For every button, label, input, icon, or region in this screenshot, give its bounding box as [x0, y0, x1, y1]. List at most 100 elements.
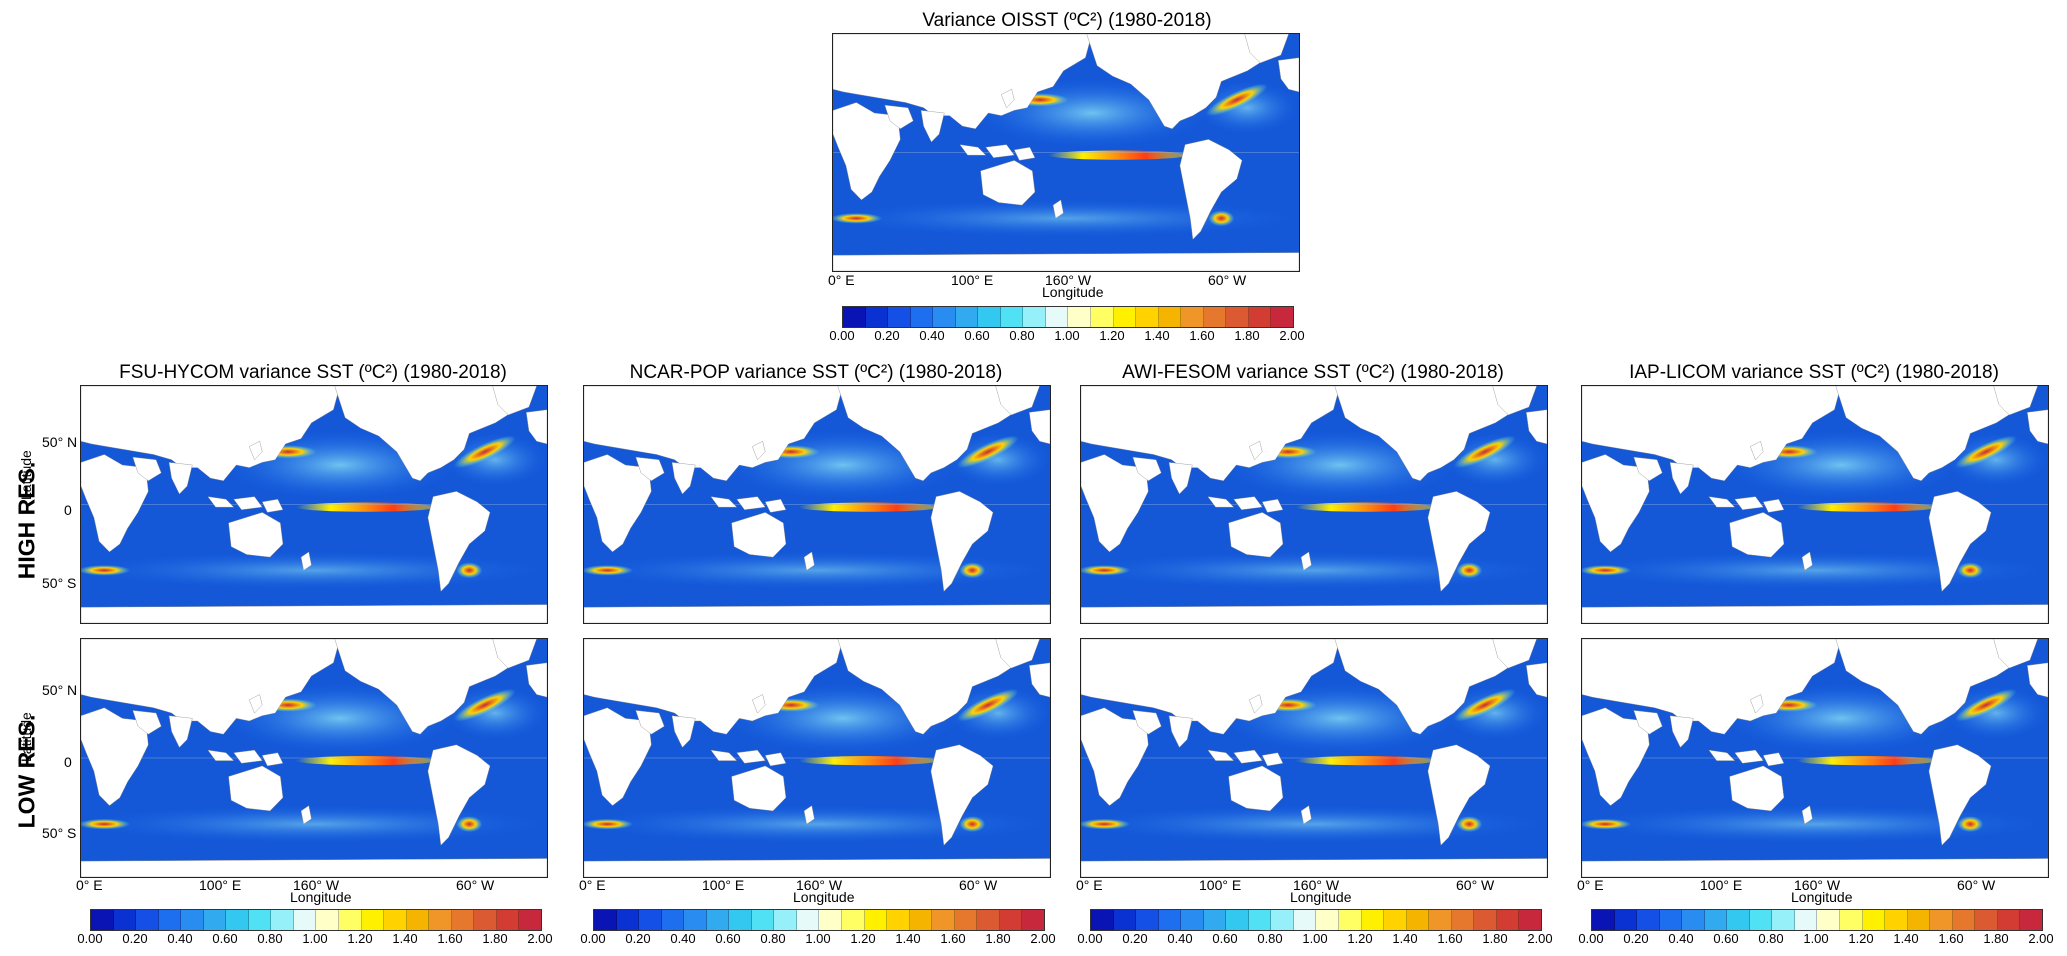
x-tick: 100° E	[1199, 877, 1242, 893]
colorbar-tick-label: 0.20	[122, 931, 148, 946]
low-res-map	[1581, 638, 2049, 878]
land-mass	[1300, 805, 1312, 825]
world-map	[1582, 639, 2048, 877]
land-mass	[1582, 858, 2048, 877]
land-mass	[1233, 496, 1263, 510]
colorbar-tick-label: 2.00	[1279, 328, 1305, 343]
x-axis-label: Longitude	[1791, 889, 1853, 905]
colorbar-segment	[819, 910, 843, 930]
land-mass	[1734, 749, 1764, 764]
colorbar-segment	[496, 910, 520, 930]
land-mass	[837, 386, 1025, 482]
colorbar-segment	[1997, 910, 2021, 930]
x-tick: 100° E	[702, 877, 745, 893]
colorbar-segment	[933, 307, 956, 327]
colorbar-tick-label: 0.80	[760, 931, 786, 946]
gulf-stream-hotspot	[957, 435, 1019, 468]
colorbar-tick-label: 0.20	[625, 931, 651, 946]
land-mass	[833, 34, 1093, 130]
x-axis-label: Longitude	[1042, 284, 1104, 300]
x-tick: 0° E	[1577, 877, 1604, 893]
colorbar-tick-label: 1.80	[1234, 328, 1260, 343]
world-map	[1582, 386, 2048, 623]
colorbar-segment	[1885, 910, 1908, 930]
x-tick: 60° W	[1208, 272, 1247, 288]
north-atlantic-zone	[443, 686, 547, 740]
land-mass	[764, 499, 787, 513]
colorbar-segment	[2020, 910, 2042, 930]
land-mass	[1228, 765, 1284, 812]
land-mass	[1081, 386, 1341, 482]
land-mass	[1993, 386, 2038, 416]
x-tick: 160° W	[1045, 272, 1092, 288]
colorbar-segment	[954, 910, 978, 930]
colorbar-tick-label: 1.40	[1392, 931, 1418, 946]
colorbar-segment	[1181, 307, 1204, 327]
land-mass	[980, 160, 1036, 206]
colorbar-segment	[729, 910, 752, 930]
colorbar-segment	[1158, 910, 1182, 930]
land-mass	[1261, 499, 1284, 513]
oisst-colorbar	[842, 306, 1294, 328]
land-mass	[635, 710, 665, 735]
land-mass	[1708, 749, 1736, 761]
southern-ocean-zone	[1081, 805, 1547, 843]
colorbar-tick-label: 2.00	[1527, 931, 1553, 946]
high-res-map	[80, 385, 548, 624]
colorbar-tick-label: 0.80	[1257, 931, 1283, 946]
land-mass	[1835, 386, 2023, 482]
y-tick: 50° S	[42, 575, 77, 591]
southern-ocean-zone	[833, 199, 1299, 237]
colorbar-tick-label: 0.40	[919, 328, 945, 343]
colorbar-tick-label: 2.00	[1030, 931, 1056, 946]
land-mass	[1750, 694, 1764, 714]
colorbar-tick-label: 0.40	[1167, 931, 1193, 946]
low-res-map	[80, 638, 548, 878]
colorbar-segment	[1136, 307, 1159, 327]
colorbar-segment	[1293, 910, 1317, 930]
agulhas-hotspot	[833, 213, 883, 224]
equatorial-pacific-band	[1295, 502, 1436, 512]
land-mass	[833, 252, 1299, 271]
land-mass	[2027, 409, 2048, 445]
colorbar	[1591, 909, 2043, 931]
land-mass	[1334, 386, 1522, 482]
colorbar-tick-label: 1.00	[1803, 931, 1829, 946]
colorbar-segment	[977, 910, 1000, 930]
land-mass	[1427, 491, 1491, 592]
x-tick: 0° E	[828, 272, 855, 288]
panel-title: AWI-FESOM variance SST (ºC²) (1980-2018)	[1122, 362, 1504, 383]
colorbar-segment	[932, 910, 955, 930]
colorbar-segment	[1704, 910, 1728, 930]
colorbar-segment	[1045, 307, 1069, 327]
land-mass	[1993, 639, 2038, 669]
colorbar-segment	[774, 910, 797, 930]
x-tick: 100° E	[951, 272, 994, 288]
land-mass	[1526, 662, 1547, 698]
world-map	[81, 639, 547, 877]
low-res-map	[1080, 638, 1548, 878]
land-mass	[1492, 639, 1537, 669]
land-mass	[81, 707, 149, 806]
colorbar-segment	[1907, 910, 1931, 930]
colorbar-tick-label: 1.20	[850, 931, 876, 946]
land-mass	[1729, 512, 1785, 558]
land-mass	[1249, 441, 1263, 461]
colorbar-segment	[1406, 910, 1430, 930]
colorbar-tick-label: 1.40	[895, 931, 921, 946]
land-mass	[584, 604, 1050, 623]
land-mass	[168, 462, 193, 495]
colorbar-segment	[384, 910, 407, 930]
land-mass	[1168, 462, 1193, 495]
land-mass	[1582, 707, 1650, 806]
land-mass	[920, 110, 945, 143]
colorbar-tick-label: 1.20	[1099, 328, 1125, 343]
land-mass	[526, 409, 547, 445]
colorbar-segment	[1271, 307, 1293, 327]
land-mass	[334, 639, 522, 735]
land-mass	[995, 639, 1040, 669]
land-mass	[1928, 744, 1992, 846]
land-mass	[1334, 639, 1522, 735]
colorbar-tick-label: 1.00	[805, 931, 831, 946]
land-mass	[1278, 57, 1299, 93]
